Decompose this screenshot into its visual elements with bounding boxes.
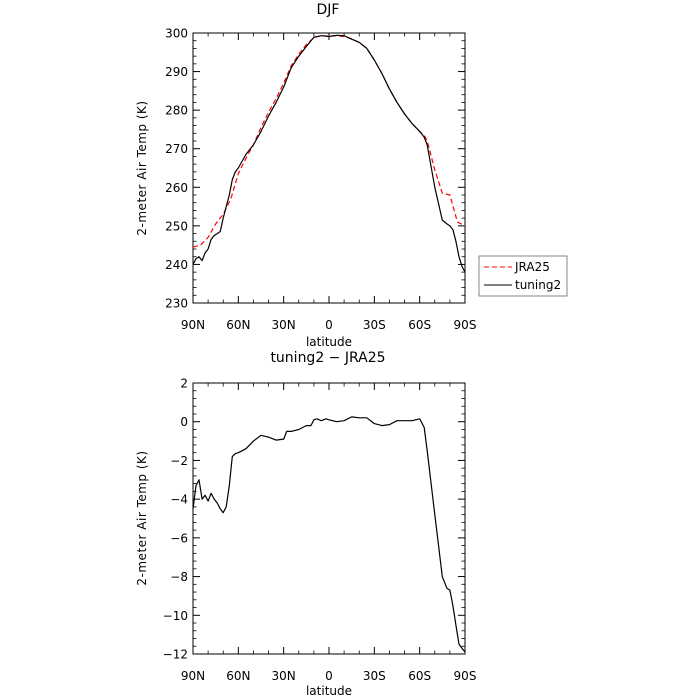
bottom-ytick-label: −8	[170, 570, 188, 584]
legend: JRA25 tuning2	[478, 255, 568, 297]
top-x-ticks: 90N 60N 30N 0 30S 60S 90S	[181, 33, 477, 332]
bottom-xtick-label: 60S	[408, 669, 431, 683]
bottom-ytick-label: −2	[170, 454, 188, 468]
top-xtick-label: 0	[325, 318, 333, 332]
legend-label-tuning2: tuning2	[515, 278, 561, 292]
bottom-series-line-0	[192, 416, 466, 653]
top-x-axis-label: latitude	[306, 335, 352, 349]
bottom-y-ticks: −12 −10 −8 −6 −4 −2 0 2	[163, 377, 465, 662]
legend-label-jra25: JRA25	[514, 260, 550, 274]
bottom-ytick-label: −6	[170, 531, 188, 545]
bottom-ytick-label: 0	[180, 415, 188, 429]
top-ytick-label: 300	[165, 27, 188, 41]
top-ytick-label: 230	[165, 297, 188, 311]
bottom-xtick-label: 90S	[454, 669, 477, 683]
top-series-lines	[192, 34, 466, 273]
top-xtick-label: 90S	[454, 318, 477, 332]
top-y-axis-label: 2-meter Air Temp (K)	[135, 100, 149, 235]
bottom-xtick-label: 0	[325, 669, 333, 683]
top-xtick-label: 60N	[226, 318, 250, 332]
top-panel: DJF 230 240 250 260 270 280 290 300 90N 60N 30N 0 3…	[135, 2, 476, 349]
top-ytick-label: 280	[165, 104, 188, 118]
bottom-xtick-label: 60N	[226, 669, 250, 683]
top-ytick-label: 270	[165, 142, 188, 156]
top-xtick-label: 30N	[272, 318, 296, 332]
top-series-line-tuning2	[192, 34, 466, 273]
top-series-line-jra25	[192, 35, 466, 248]
bottom-x-ticks: 90N 60N 30N 0 30S 60S 90S	[181, 383, 477, 683]
top-xtick-label: 90N	[181, 318, 205, 332]
bottom-ytick-label: −10	[163, 609, 188, 623]
bottom-xtick-label: 30N	[272, 669, 296, 683]
bottom-ytick-label: −12	[163, 648, 188, 662]
top-plot-frame	[192, 32, 466, 304]
top-ytick-label: 250	[165, 219, 188, 233]
bottom-chart-title: tuning2 − JRA25	[270, 350, 385, 366]
bottom-ytick-label: 2	[180, 377, 188, 391]
bottom-y-axis-label: 2-meter Air Temp (K)	[135, 450, 149, 585]
top-ytick-label: 240	[165, 258, 188, 272]
bottom-ytick-label: −4	[170, 493, 188, 507]
bottom-xtick-label: 30S	[363, 669, 386, 683]
top-xtick-label: 60S	[408, 318, 431, 332]
top-xtick-label: 30S	[363, 318, 386, 332]
top-ytick-label: 260	[165, 181, 188, 195]
bottom-plot-frame	[192, 382, 466, 655]
legend-box	[478, 255, 568, 297]
top-ytick-label: 290	[165, 65, 188, 79]
bottom-x-axis-label: latitude	[306, 684, 352, 698]
top-y-ticks: 230 240 250 260 270 280 290 300	[165, 27, 465, 311]
bottom-panel: tuning2 − JRA25 −12 −10 −8 −6 −4 −2 0 2 90N 60N 3…	[135, 350, 476, 698]
top-chart-title: DJF	[317, 2, 340, 18]
bottom-xtick-label: 90N	[181, 669, 205, 683]
bottom-series-lines	[192, 416, 466, 653]
